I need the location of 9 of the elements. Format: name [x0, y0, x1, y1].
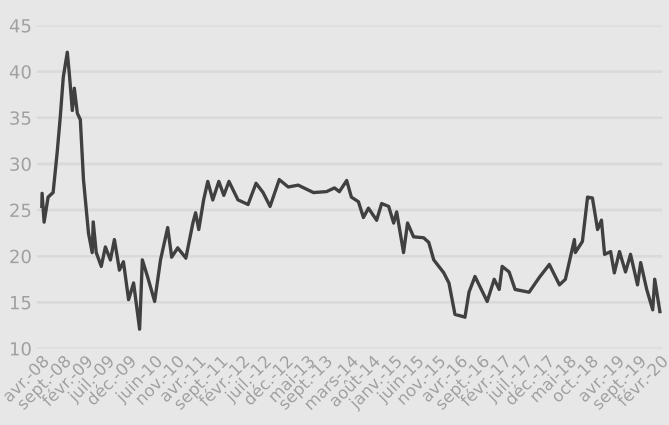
- y-tick-label: 35: [10, 111, 30, 125]
- y-tick-label: 30: [10, 157, 31, 172]
- y-tick-label: 40: [10, 65, 31, 79]
- y-tick-label: 20: [10, 250, 31, 264]
- y-tick-label: 25: [10, 204, 30, 218]
- y-tick-label: 15: [10, 296, 30, 310]
- y-tick-label: 45: [10, 19, 30, 33]
- y-tick-label: 10: [10, 342, 31, 356]
- line-series: [40, 50, 662, 331]
